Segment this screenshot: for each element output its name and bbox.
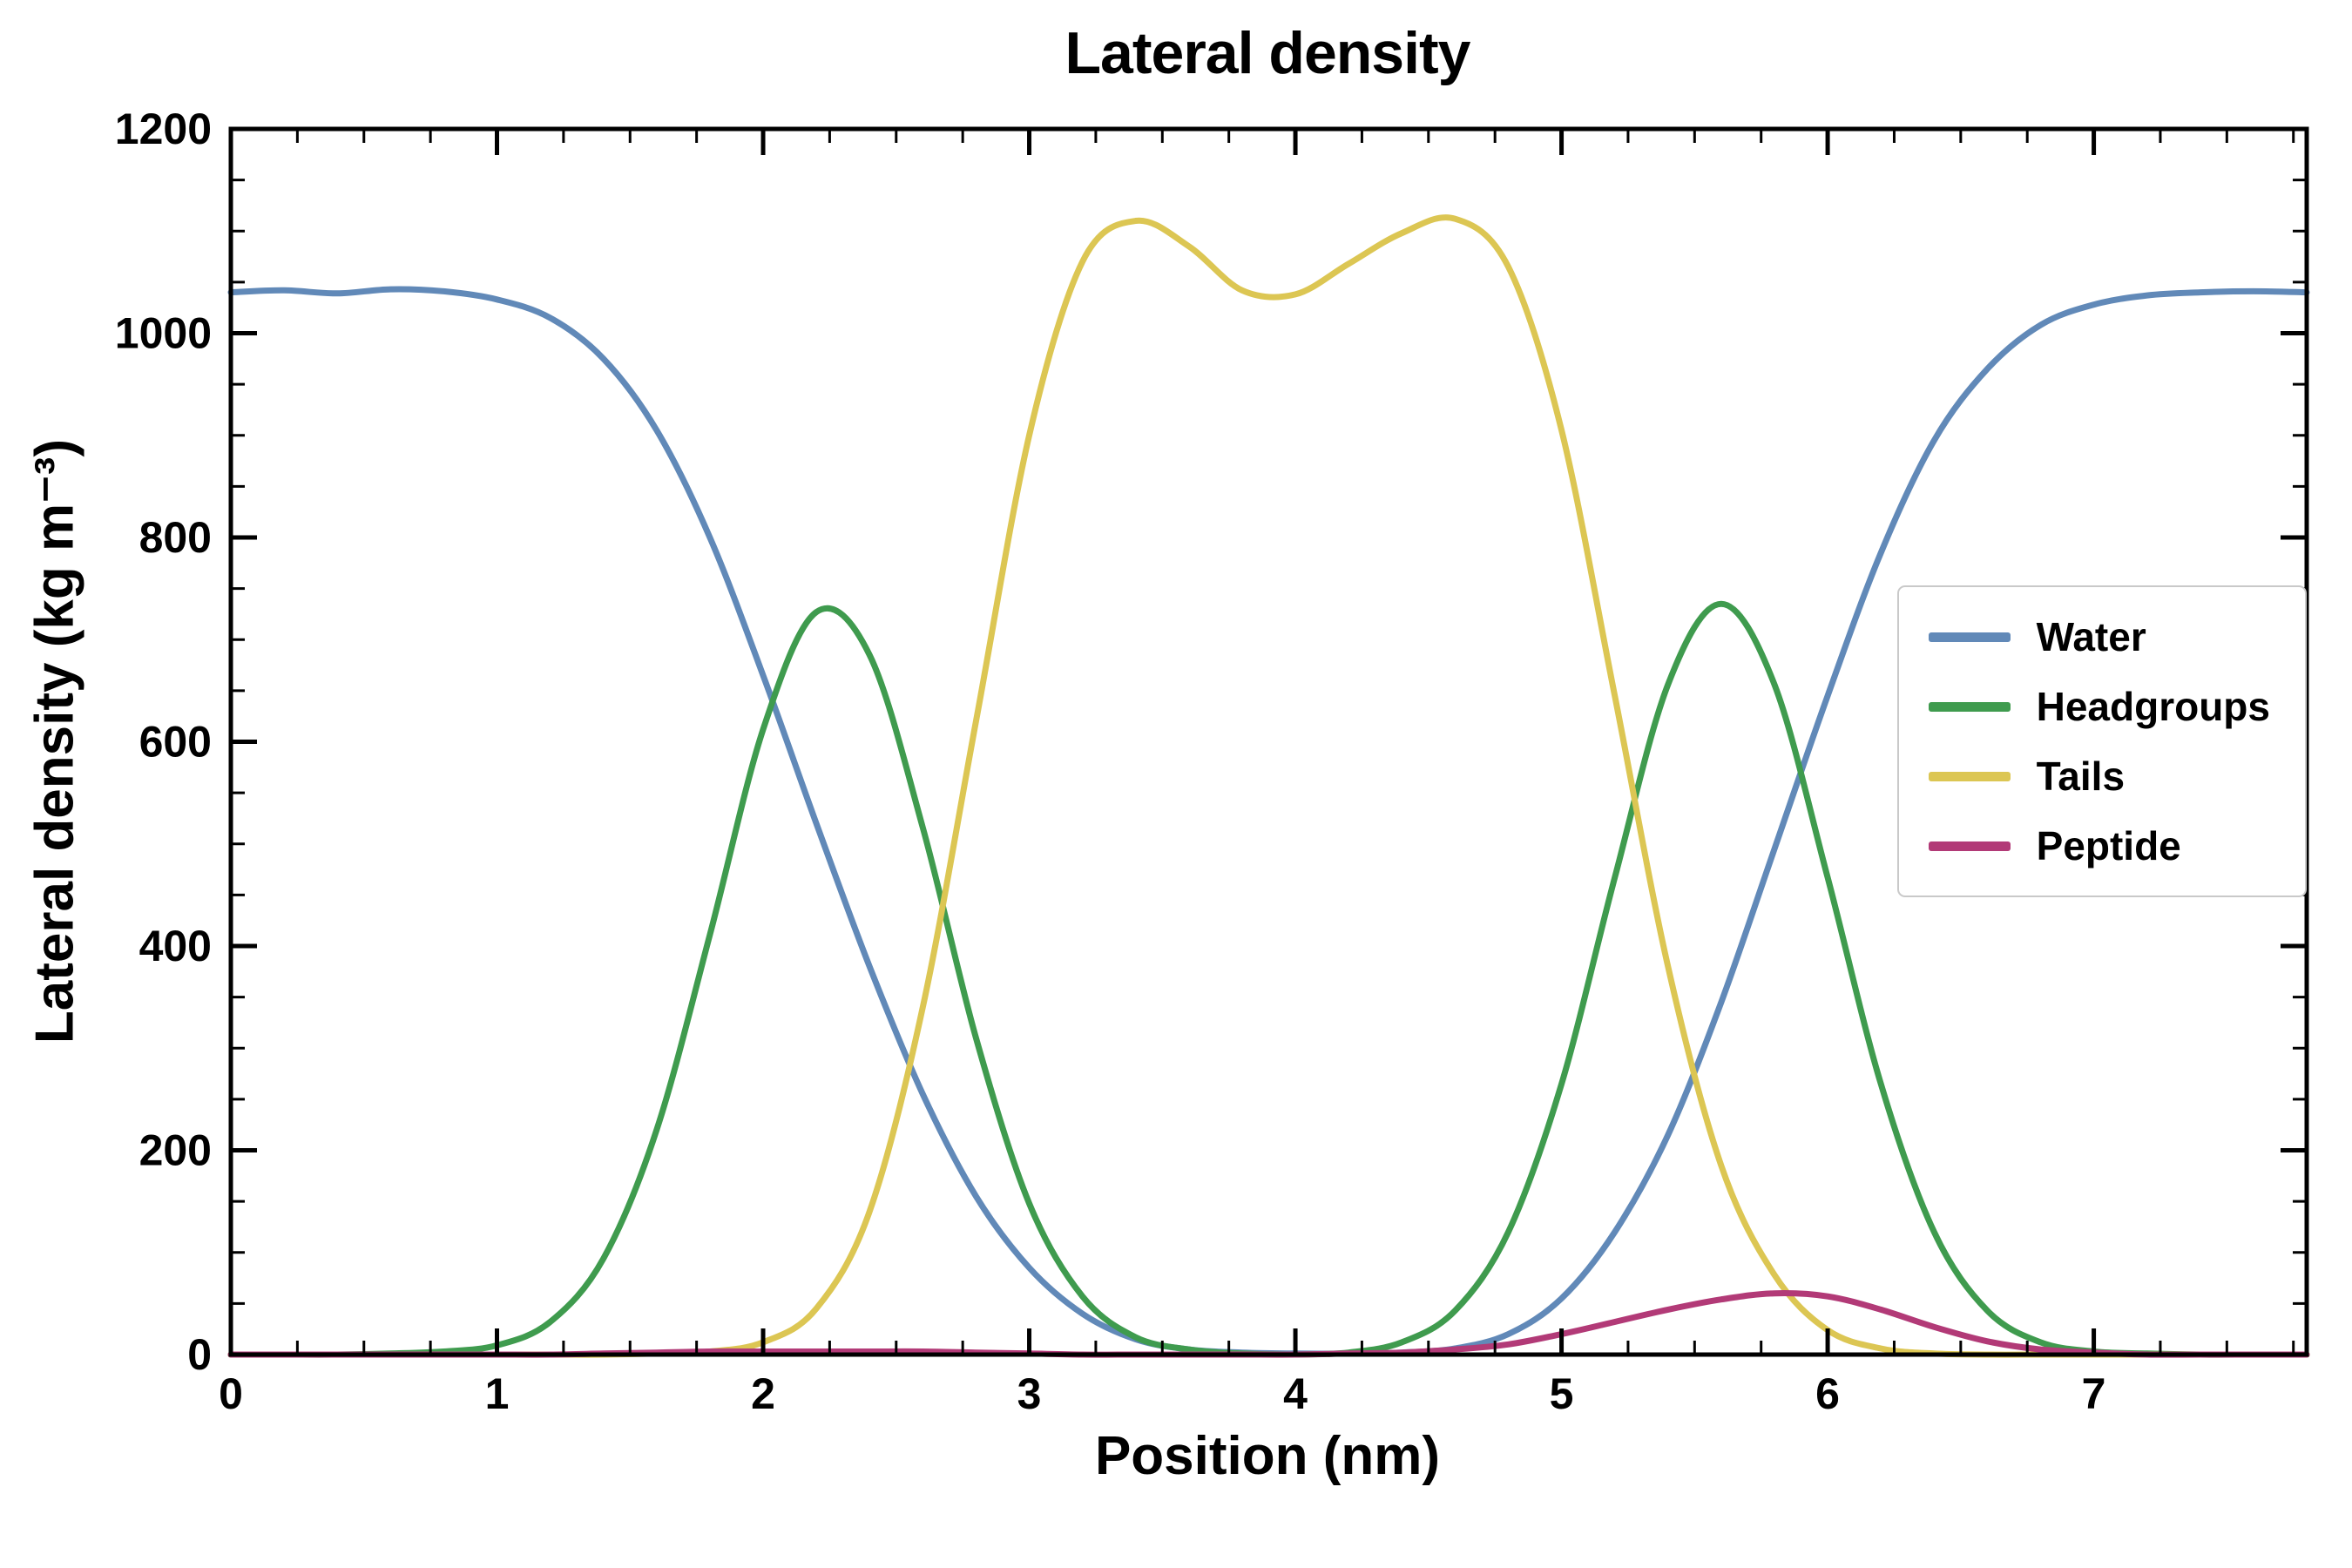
svg-text:200: 200 — [139, 1126, 212, 1175]
legend-label-peptide: Peptide — [2036, 823, 2181, 868]
chart-title: Lateral density — [1064, 20, 1471, 86]
legend-entry-water: Water — [1928, 614, 2270, 659]
peptide-line-swatch — [1928, 841, 2011, 851]
svg-text:1000: 1000 — [115, 309, 212, 358]
legend-label-headgroups: Headgroups — [2036, 684, 2270, 729]
water-line-swatch — [1928, 632, 2011, 642]
svg-text:5: 5 — [1550, 1369, 1574, 1418]
svg-text:800: 800 — [139, 513, 212, 562]
svg-text:1: 1 — [485, 1369, 510, 1418]
svg-text:600: 600 — [139, 718, 212, 767]
legend-label-water: Water — [2036, 614, 2146, 659]
svg-text:7: 7 — [2082, 1369, 2106, 1418]
headgroups-line-swatch — [1928, 701, 2011, 712]
tails-line-swatch — [1928, 771, 2011, 781]
legend: Water Headgroups Tails Peptide — [1896, 585, 2307, 897]
svg-text:400: 400 — [139, 922, 212, 970]
legend-entry-tails: Tails — [1928, 754, 2270, 799]
svg-text:3: 3 — [1017, 1369, 1042, 1418]
svg-text:0: 0 — [187, 1330, 212, 1379]
svg-text:6: 6 — [1815, 1369, 1840, 1418]
x-axis-label: Position (nm) — [1094, 1426, 1441, 1486]
svg-text:4: 4 — [1283, 1369, 1308, 1418]
svg-text:0: 0 — [219, 1369, 243, 1418]
legend-entry-peptide: Peptide — [1928, 823, 2270, 868]
legend-label-tails: Tails — [2036, 754, 2126, 799]
svg-text:1200: 1200 — [115, 105, 212, 153]
legend-entry-headgroups: Headgroups — [1928, 684, 2270, 729]
svg-text:2: 2 — [751, 1369, 775, 1418]
